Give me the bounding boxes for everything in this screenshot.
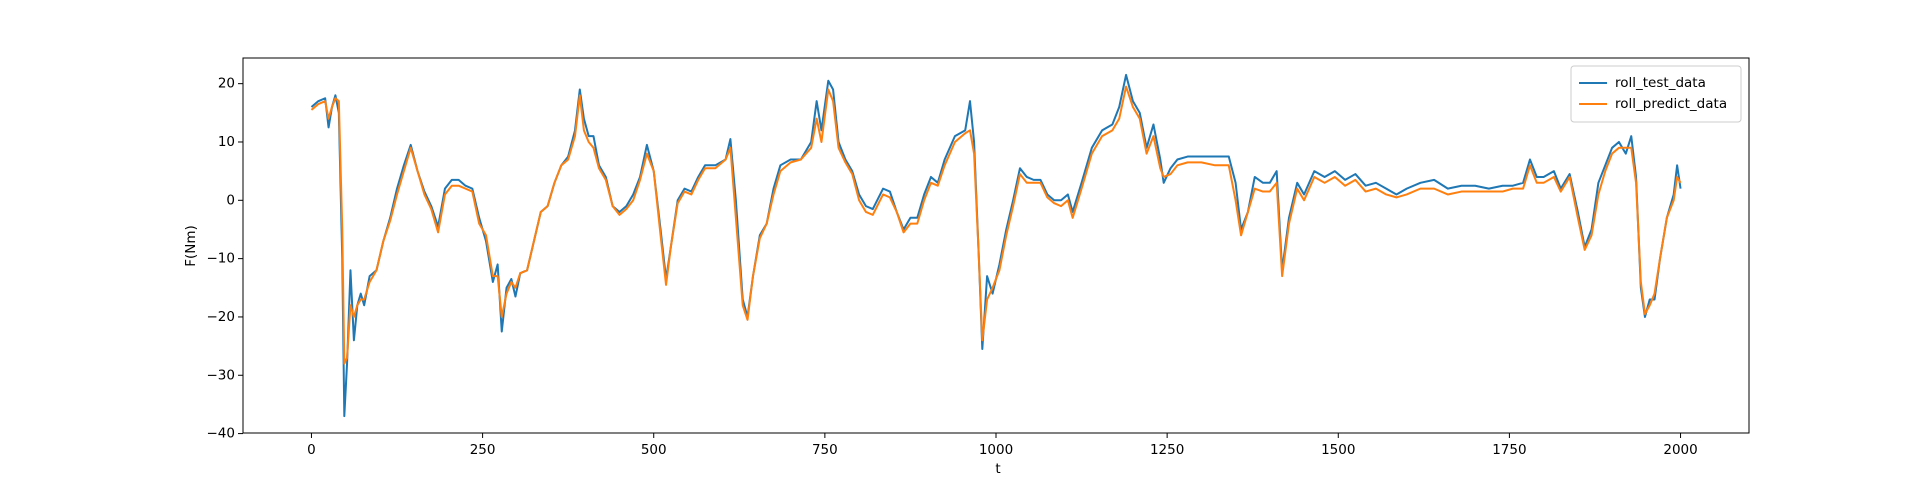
y-tick-label: −10 (207, 251, 236, 267)
y-tick-label: 10 (218, 134, 235, 150)
y-tick-label: 0 (226, 192, 235, 208)
legend-box (1570, 65, 1742, 123)
y-tick-label: −20 (207, 309, 236, 325)
x-axis-label: t (995, 461, 1000, 477)
x-tick-label: 2000 (1663, 442, 1697, 458)
plot-frame (242, 57, 1750, 434)
y-tick-label: −40 (207, 426, 236, 442)
data-line (310, 85, 1682, 365)
legend: roll_test_data roll_predict_data (1570, 65, 1742, 123)
legend-label: roll_test_data (1615, 75, 1706, 91)
x-tick-label: 500 (641, 442, 667, 458)
x-tick-label: 1500 (1321, 442, 1355, 458)
y-tick-label: −30 (207, 367, 236, 383)
y-axis-label: F(Nm) (183, 225, 199, 267)
x-tick-label: 750 (812, 442, 838, 458)
x-tick-label: 0 (307, 442, 316, 458)
y-tick-label: 20 (218, 76, 235, 92)
x-tick-label: 1000 (979, 442, 1013, 458)
x-tick-label: 250 (470, 442, 496, 458)
x-tick-label: 1750 (1492, 442, 1526, 458)
data-line (310, 73, 1682, 418)
legend-label: roll_predict_data (1615, 96, 1727, 112)
x-tick-label: 1250 (1150, 442, 1184, 458)
